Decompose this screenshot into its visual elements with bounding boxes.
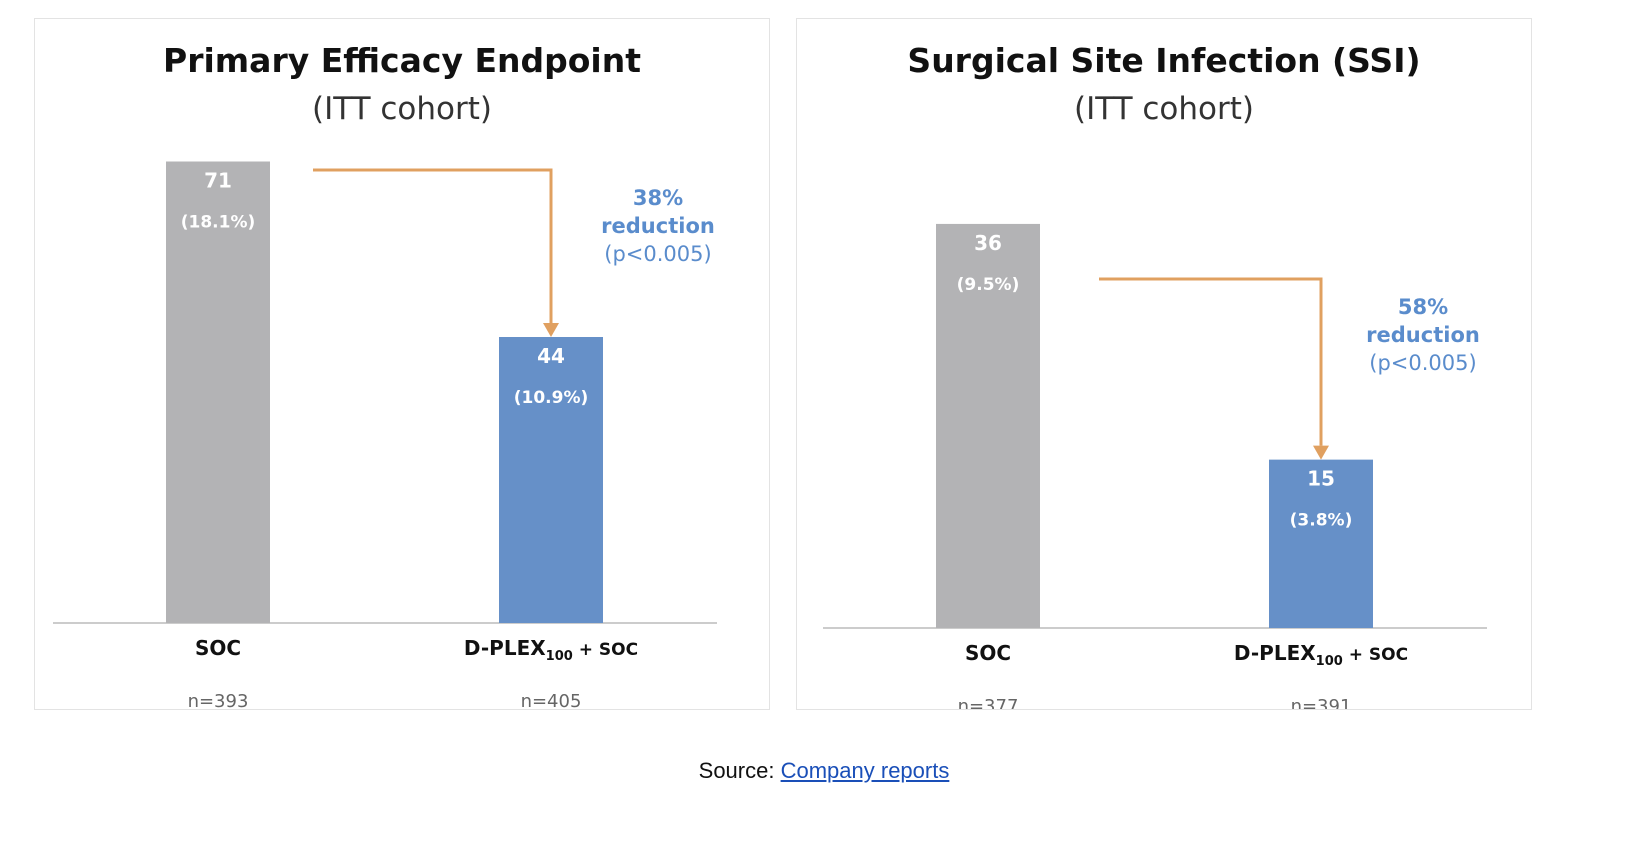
sample-size-label: n=393 [188, 691, 249, 709]
bar-dplex-soc [499, 337, 603, 623]
sample-size-label: n=405 [521, 691, 582, 709]
sample-size-label: n=391 [1291, 696, 1352, 709]
reduction-annotation-line-1: 38% [633, 186, 683, 210]
source-label: Source: [698, 758, 775, 783]
bar-value-label: 71 [204, 169, 232, 193]
chart-title: Primary Efficacy Endpoint [163, 41, 641, 80]
bar-value-label: 15 [1307, 467, 1335, 491]
bar-percent-label: (18.1%) [181, 213, 256, 233]
chart-subtitle: (ITT cohort) [311, 91, 493, 127]
bar-value-label: 36 [974, 231, 1002, 255]
efficacy-chart-panel: Primary Efficacy Endpoint (ITT cohort) 7… [34, 18, 770, 710]
bar-percent-label: (10.9%) [514, 388, 589, 408]
efficacy-bar-chart: 71 (18.1%) SOC n=393 44 (10.9%) D-PLEX100 + SO… [53, 161, 717, 709]
bar-percent-label: (9.5%) [957, 275, 1020, 295]
reduction-annotation-line-3: (p<0.005) [1369, 351, 1476, 375]
bar-percent-label: (3.8%) [1290, 511, 1353, 531]
reduction-annotation-line-1: 58% [1398, 295, 1448, 319]
reduction-annotation-line-3: (p<0.005) [604, 242, 711, 266]
sample-size-label: n=377 [958, 696, 1019, 709]
x-tick-label: SOC [965, 641, 1011, 665]
arrow-head [1313, 445, 1329, 460]
reduction-arrow [313, 168, 553, 323]
source-caption: Source: Company reports [0, 758, 1648, 784]
company-reports-link[interactable]: Company reports [780, 758, 950, 783]
x-tick-label: D-PLEX100 + SOC [464, 636, 638, 664]
bar-soc [936, 223, 1040, 628]
reduction-annotation-line-2: reduction [1366, 323, 1480, 347]
reduction-annotation-line-2: reduction [601, 214, 715, 238]
bar-soc [166, 161, 270, 623]
bar-value-label: 44 [537, 344, 565, 368]
x-tick-label: SOC [195, 636, 241, 660]
ssi-bar-chart: 36 (9.5%) SOC n=377 15 (3.8%) D-PLEX100 + SOC n… [823, 223, 1487, 709]
ssi-chart-panel: Surgical Site Infection (SSI) (ITT cohor… [796, 18, 1532, 710]
bar-dplex-soc [1269, 459, 1373, 628]
chart-subtitle: (ITT cohort) [1073, 91, 1255, 127]
chart-title: Surgical Site Infection (SSI) [907, 41, 1421, 80]
x-tick-label: D-PLEX100 + SOC [1234, 641, 1408, 669]
reduction-arrow [1099, 277, 1323, 446]
arrow-head [543, 323, 559, 337]
